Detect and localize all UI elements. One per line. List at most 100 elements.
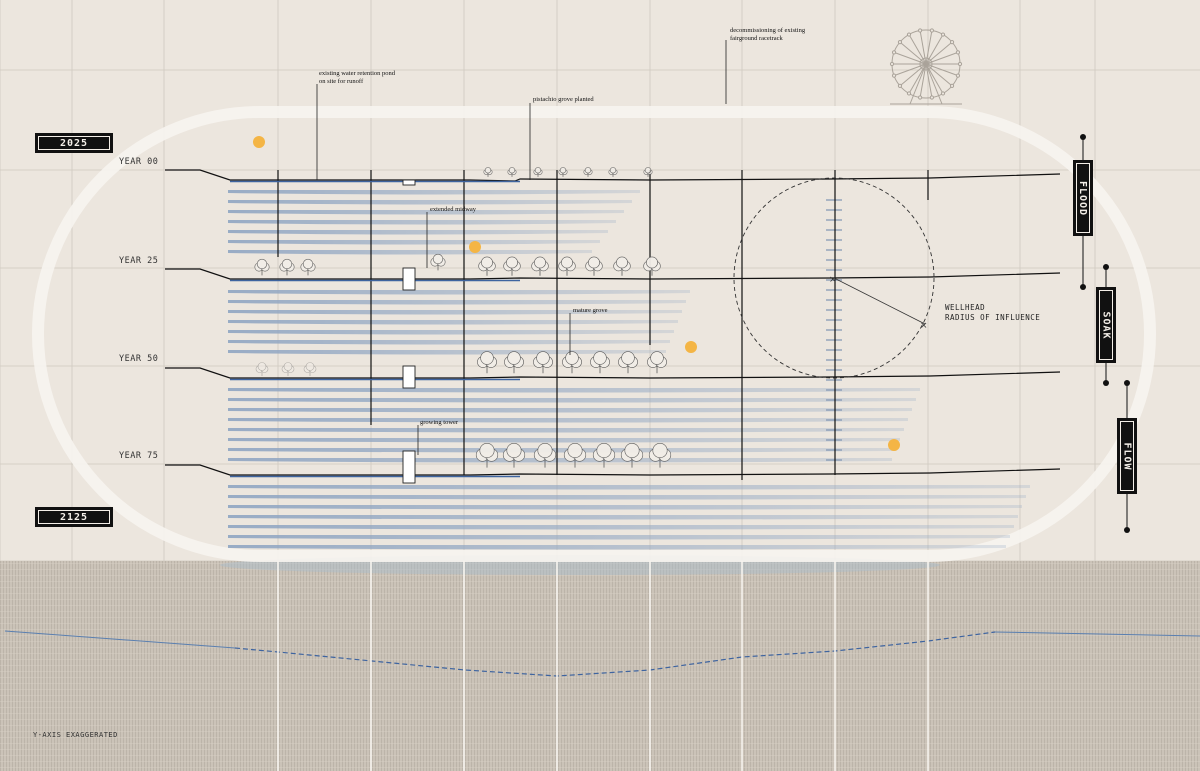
ferris-cabin: [955, 50, 961, 55]
ferris-spoke: [925, 63, 953, 87]
pistachio-tree-icon: [643, 167, 653, 177]
groundwater-band: [228, 505, 1022, 510]
racetrack-loop: [32, 106, 1156, 562]
groundwater-band: [228, 210, 624, 215]
ferris-spoke: [925, 34, 944, 65]
groundwater-band: [228, 418, 908, 423]
end-year-badge: 2125: [35, 507, 113, 527]
ferris-spoke: [899, 63, 927, 87]
ferris-spoke: [908, 34, 927, 65]
ferris-spoke: [925, 51, 959, 65]
pistachio-tree-icon: [613, 256, 631, 276]
radius-end-marker: ×: [920, 321, 928, 331]
ferris-spoke: [925, 63, 933, 98]
ferris-cabin: [906, 91, 912, 96]
ferris-cabin: [897, 40, 903, 45]
pistachio-tree-icon: [558, 256, 576, 276]
pistachio-tree-icon: [281, 362, 295, 376]
pistachio-tree-icon: [533, 442, 557, 468]
ferris-spoke: [893, 63, 927, 77]
ferris-spoke: [919, 63, 927, 98]
pistachio-tree-icon: [583, 167, 593, 177]
flood-phase-tag: FLOOD: [1073, 160, 1093, 236]
pistachio-tree-icon: [533, 167, 543, 177]
ferris-spoke: [893, 51, 927, 65]
groundwater-bands: [228, 190, 1030, 550]
ferris-cabin: [917, 95, 923, 100]
pistachio-tree-icon: [303, 362, 317, 376]
wellhead-label: WELLHEAD RADIUS OF INFLUENCE: [945, 303, 1040, 323]
groundwater-band: [228, 200, 632, 205]
section-column-lines: [277, 561, 929, 771]
pistachio-tree-icon: [254, 258, 270, 276]
pistachio-tree-icon: [585, 256, 603, 276]
groundwater-level-solid-right: [994, 631, 1200, 637]
radius-of-influence-circle: [733, 177, 935, 379]
pistachio-tree-icon: [608, 167, 618, 177]
groundwater-band: [228, 240, 600, 245]
wellhead-line2: RADIUS OF INFLUENCE: [945, 313, 1041, 322]
pistachio-tree-icon: [255, 362, 269, 376]
ferris-spoke: [925, 41, 953, 65]
groundwater-band: [228, 458, 892, 463]
ferris-wheel-icon: [889, 28, 963, 105]
groundwater-band: [228, 330, 674, 335]
pistachio-tree-icon: [504, 351, 524, 374]
pistachio-tree-icon: [279, 258, 295, 276]
groundwater-level-solid-left: [4, 630, 236, 649]
groundwater-band: [228, 515, 1018, 520]
groundwater-band: [228, 485, 1030, 490]
groundwater-band: [228, 398, 916, 403]
ferris-cabin: [949, 83, 955, 88]
pistachio-tree-icon: [483, 167, 493, 177]
groundwater-band: [228, 545, 1006, 550]
ferris-cabin: [929, 28, 935, 33]
flow-phase-tag: FLOW: [1117, 418, 1137, 494]
pistachio-tree-icon: [430, 253, 446, 271]
background-grid: [0, 0, 1200, 562]
groundwater-band: [228, 525, 1014, 530]
groundwater-band: [228, 290, 690, 295]
groundwater-band: [228, 448, 896, 453]
groundwater-band: [228, 428, 904, 433]
pistachio-tree-icon: [478, 256, 496, 276]
groundwater-band: [228, 220, 616, 225]
terrain-line: [165, 268, 1061, 280]
ferris-spoke: [908, 63, 927, 94]
groundwater-band: [228, 408, 912, 413]
ferris-cabin: [957, 61, 963, 67]
wellhead-line1: WELLHEAD: [945, 303, 986, 312]
pistachio-tree-icon: [648, 442, 672, 468]
pistachio-tree-icon: [503, 256, 521, 276]
terrain-line: [165, 367, 1061, 379]
ferris-cabin: [955, 73, 961, 78]
ferris-cabin: [929, 95, 935, 100]
radius-line: [833, 277, 926, 325]
wellhead-marker: ×: [829, 275, 837, 285]
growing-tower-icons: [402, 179, 416, 484]
groundwater-band: [228, 310, 682, 315]
groundwater-band: [228, 340, 670, 345]
midway-note: extended midway: [430, 206, 477, 213]
pistachio-tree-icon: [647, 351, 667, 374]
ferris-cabin: [949, 40, 955, 45]
retention-pond-note: existing water retention pond on site fo…: [319, 70, 395, 85]
ferris-cabin: [889, 61, 895, 67]
terrain-line: [165, 464, 1061, 476]
pistachio-tree-icon: [558, 167, 568, 177]
groundwater-band: [228, 190, 640, 195]
groundwater-band: [228, 230, 608, 235]
pistachio-tree-icon: [592, 442, 616, 468]
ferris-spoke: [925, 63, 959, 77]
pistachio-tree-icon: [533, 351, 553, 374]
pistachio-tree-icon: [618, 351, 638, 374]
racetrack-note: decommissioning of existing fairground r…: [730, 27, 806, 42]
groundwater-band: [228, 438, 900, 443]
pistachio-note: pistachio grove planted: [533, 96, 594, 103]
pistachio-tree-icon: [507, 167, 517, 177]
ferris-cabin: [940, 32, 946, 37]
year-00-label: YEAR 00: [119, 157, 159, 167]
ferris-cabin: [897, 83, 903, 88]
ferris-spoke: [925, 63, 944, 94]
pistachio-trees: [254, 167, 672, 468]
